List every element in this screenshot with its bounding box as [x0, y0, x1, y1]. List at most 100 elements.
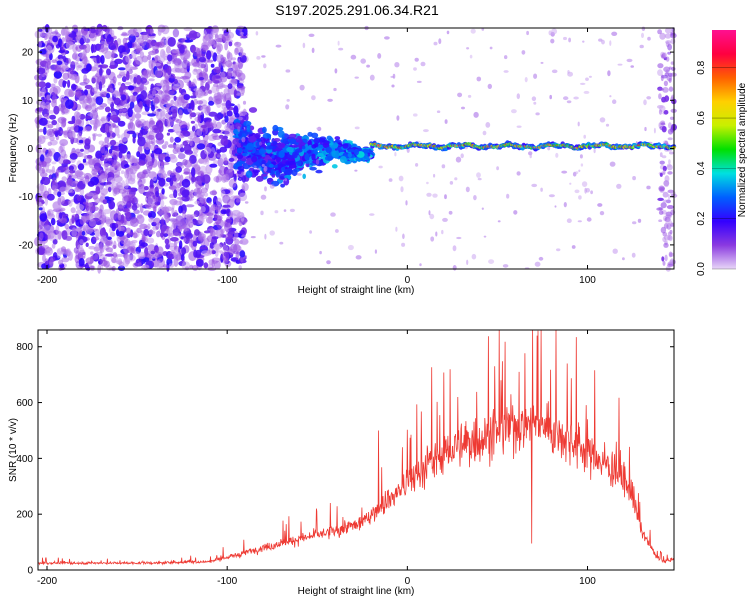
spectrogram-cell	[109, 210, 118, 221]
spectrogram-cell	[41, 101, 46, 109]
spectrogram-cell	[104, 196, 110, 200]
spectrogram-cell	[584, 187, 587, 194]
spectrogram-cell	[65, 58, 71, 64]
spectrogram-cell	[236, 170, 242, 175]
spectrogram-cell	[51, 177, 57, 185]
spectrogram-cell	[173, 245, 180, 252]
spectrogram-cell	[113, 35, 117, 40]
spectrogram-cell	[106, 181, 112, 185]
spectrogram-cell	[166, 65, 172, 76]
spectrogram-cell	[163, 55, 169, 61]
spectrogram-cell	[138, 184, 146, 194]
spectrogram-cell	[41, 167, 46, 174]
spectrogram-cell	[662, 87, 669, 93]
spectrogram-cell	[44, 234, 48, 241]
spectrogram-cell	[126, 246, 135, 254]
spectrogram-cell	[175, 144, 181, 150]
spectrogram-cell	[136, 227, 142, 234]
spectrogram-cell	[632, 176, 636, 181]
spectrogram-cell	[104, 50, 112, 60]
spectrogram-cell	[116, 201, 126, 209]
spectrogram-cell	[107, 83, 113, 93]
spectrogram-cell	[236, 147, 243, 153]
spectrogram-cell	[69, 153, 78, 160]
spectrogram-cell	[164, 141, 169, 146]
spectrogram-cell	[43, 126, 47, 135]
spectrogram-cell	[194, 229, 200, 236]
spectrogram-cell	[51, 94, 58, 104]
spectrogram-cell	[167, 90, 175, 95]
spectrogram-cell	[669, 116, 674, 121]
spectrogram-cell	[46, 153, 50, 163]
spectrogram-cell	[173, 189, 178, 199]
spectrogram-cell	[308, 144, 313, 150]
spectrogram-cell	[131, 204, 138, 211]
spectrogram-cell	[220, 71, 226, 80]
spectrogram-cell	[127, 232, 135, 236]
snr-frame	[37, 329, 675, 571]
spectrogram-cell	[223, 88, 230, 96]
spectrogram-cell	[666, 163, 672, 168]
spectrogram-cell	[456, 236, 462, 240]
spectrogram-cell	[212, 128, 222, 134]
spectrogram-cell	[99, 41, 107, 45]
spectrogram-cell	[335, 229, 339, 233]
x-tick-label: 100	[579, 275, 596, 286]
spectrogram-cell	[195, 180, 202, 190]
spectrogram-cell	[556, 248, 561, 252]
spectrogram-cell	[192, 240, 198, 247]
spectrogram-cell	[93, 64, 100, 70]
spectrogram-cell	[378, 165, 383, 169]
spectrogram-cell	[246, 124, 251, 133]
spectrogram-cell	[58, 145, 64, 154]
spectrogram-cell	[311, 95, 316, 101]
spectrogram-cell	[469, 54, 473, 59]
spectrogram-cell	[238, 139, 243, 144]
spectrogram-cell	[578, 169, 581, 173]
spectrogram-cell	[660, 74, 664, 82]
spectrogram-cell	[46, 113, 50, 120]
spectrogram-cell	[206, 105, 211, 114]
spectrogram-cell	[664, 175, 670, 183]
spectrogram-cell	[611, 31, 618, 36]
spectrogram-cell	[98, 81, 103, 91]
spectrogram-cell	[157, 210, 163, 217]
spectrogram-cell	[227, 67, 233, 74]
spectrogram-cell	[38, 28, 43, 32]
spectrogram-cell	[189, 214, 197, 218]
spectrogram-cell	[107, 167, 113, 171]
spectrogram-cell	[68, 33, 77, 38]
spectrogram-cell	[127, 240, 133, 245]
spectrogram-cell	[644, 126, 647, 132]
spectrogram-cell	[661, 256, 665, 262]
spectrogram-cell	[659, 32, 666, 40]
spectrogram-cell	[477, 177, 482, 181]
spectrogram-cell	[473, 111, 479, 118]
spectrogram-cell	[46, 94, 51, 101]
spectrogram-cell	[663, 52, 667, 59]
spectrogram-cell	[538, 256, 544, 261]
spectrogram-cell	[143, 69, 152, 78]
spectrogram-cell	[521, 50, 526, 55]
spectrogram-cell	[187, 136, 197, 140]
spectrogram-cell	[167, 54, 173, 62]
spectrogram-cell	[106, 68, 111, 76]
spectrogram-cell	[211, 258, 215, 268]
spectrogram-cell	[374, 249, 377, 254]
spectrogram-cell	[188, 30, 198, 41]
spectrogram-cell	[639, 44, 644, 49]
spectrogram-cell	[154, 69, 163, 78]
spectrogram-cell	[81, 26, 88, 36]
spectrogram-cell	[657, 29, 662, 35]
spectrogram-cell	[109, 64, 117, 69]
spectrogram-cell	[234, 230, 239, 239]
spectrogram-cell	[148, 217, 155, 223]
spectrogram-cell	[238, 116, 243, 121]
spectrogram-cell	[218, 165, 227, 176]
spectrogram-cell	[395, 226, 398, 232]
spectrogram-cell	[278, 150, 285, 158]
spectrogram-cell	[350, 54, 357, 60]
spectrogram-cell	[182, 237, 187, 243]
spectrogram-cell	[111, 257, 117, 263]
